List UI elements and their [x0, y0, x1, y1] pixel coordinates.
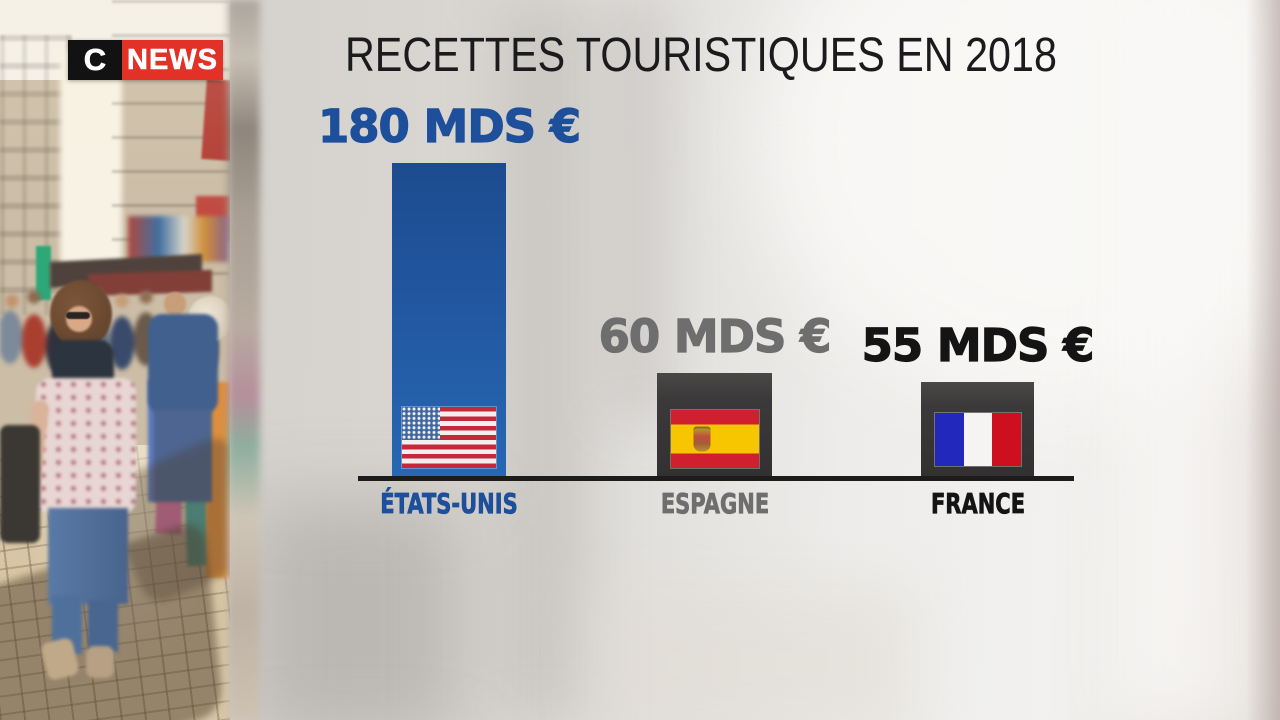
- category-label: FRANCE: [930, 487, 1025, 520]
- photo-woman-jeans: [48, 508, 128, 604]
- photo-woman-top: [36, 378, 136, 514]
- photo-woman: [66, 306, 92, 332]
- background-shadow: [252, 500, 462, 720]
- photo-blur-transition: [228, 0, 260, 720]
- bar-rect-etats-unis: [392, 163, 506, 478]
- photo-woman-bag: [0, 425, 40, 543]
- bar-group-france: 55 MDS € FRANCE: [861, 0, 1095, 518]
- us-flag-canton: [402, 407, 440, 440]
- value-label: 60 MDS €: [598, 310, 832, 363]
- category-label: ÉTATS-UNIS: [380, 487, 518, 520]
- photo-street-gap: [60, 50, 122, 290]
- spain-flag-crest: [693, 426, 710, 452]
- photo-pedestrian: [148, 314, 218, 414]
- background-highlight: [1110, 0, 1240, 720]
- photo-pedestrian: [164, 292, 186, 316]
- value-label: 55 MDS €: [861, 318, 1095, 372]
- background-edge-band: [1246, 0, 1280, 720]
- photo-woman-sunglasses: [66, 312, 90, 319]
- background-streak: [500, 0, 590, 720]
- value-label: 180 MDS €: [317, 100, 581, 153]
- bar-rect-france: [921, 381, 1034, 478]
- category-label: ESPAGNE: [660, 487, 769, 520]
- united-states-flag-icon: [402, 407, 496, 468]
- france-flag-icon: [934, 413, 1021, 466]
- chart-title: RECETTES TOURISTIQUES EN 2018: [345, 29, 1057, 82]
- photo-woman-leg: [88, 600, 118, 652]
- background-streak: [610, 0, 670, 420]
- photo-pedestrian: [154, 410, 212, 502]
- street-photo: [0, 0, 230, 720]
- bar-group-etats-unis: 180 MDS € ÉTATS-UNIS: [317, 0, 581, 518]
- cnews-logo-news: NEWS: [122, 40, 223, 80]
- x-axis-line: [358, 476, 1074, 481]
- photo-woman-boot: [86, 646, 114, 678]
- cnews-logo-c: C: [68, 40, 122, 80]
- bar-group-espagne: 60 MDS € ESPAGNE: [598, 0, 832, 518]
- photo-light-overlay: [0, 0, 230, 720]
- spain-flag-icon: [670, 410, 759, 468]
- bar-rect-espagne: [657, 373, 772, 478]
- background-highlight: [590, 590, 910, 720]
- cnews-logo: C NEWS: [68, 40, 223, 80]
